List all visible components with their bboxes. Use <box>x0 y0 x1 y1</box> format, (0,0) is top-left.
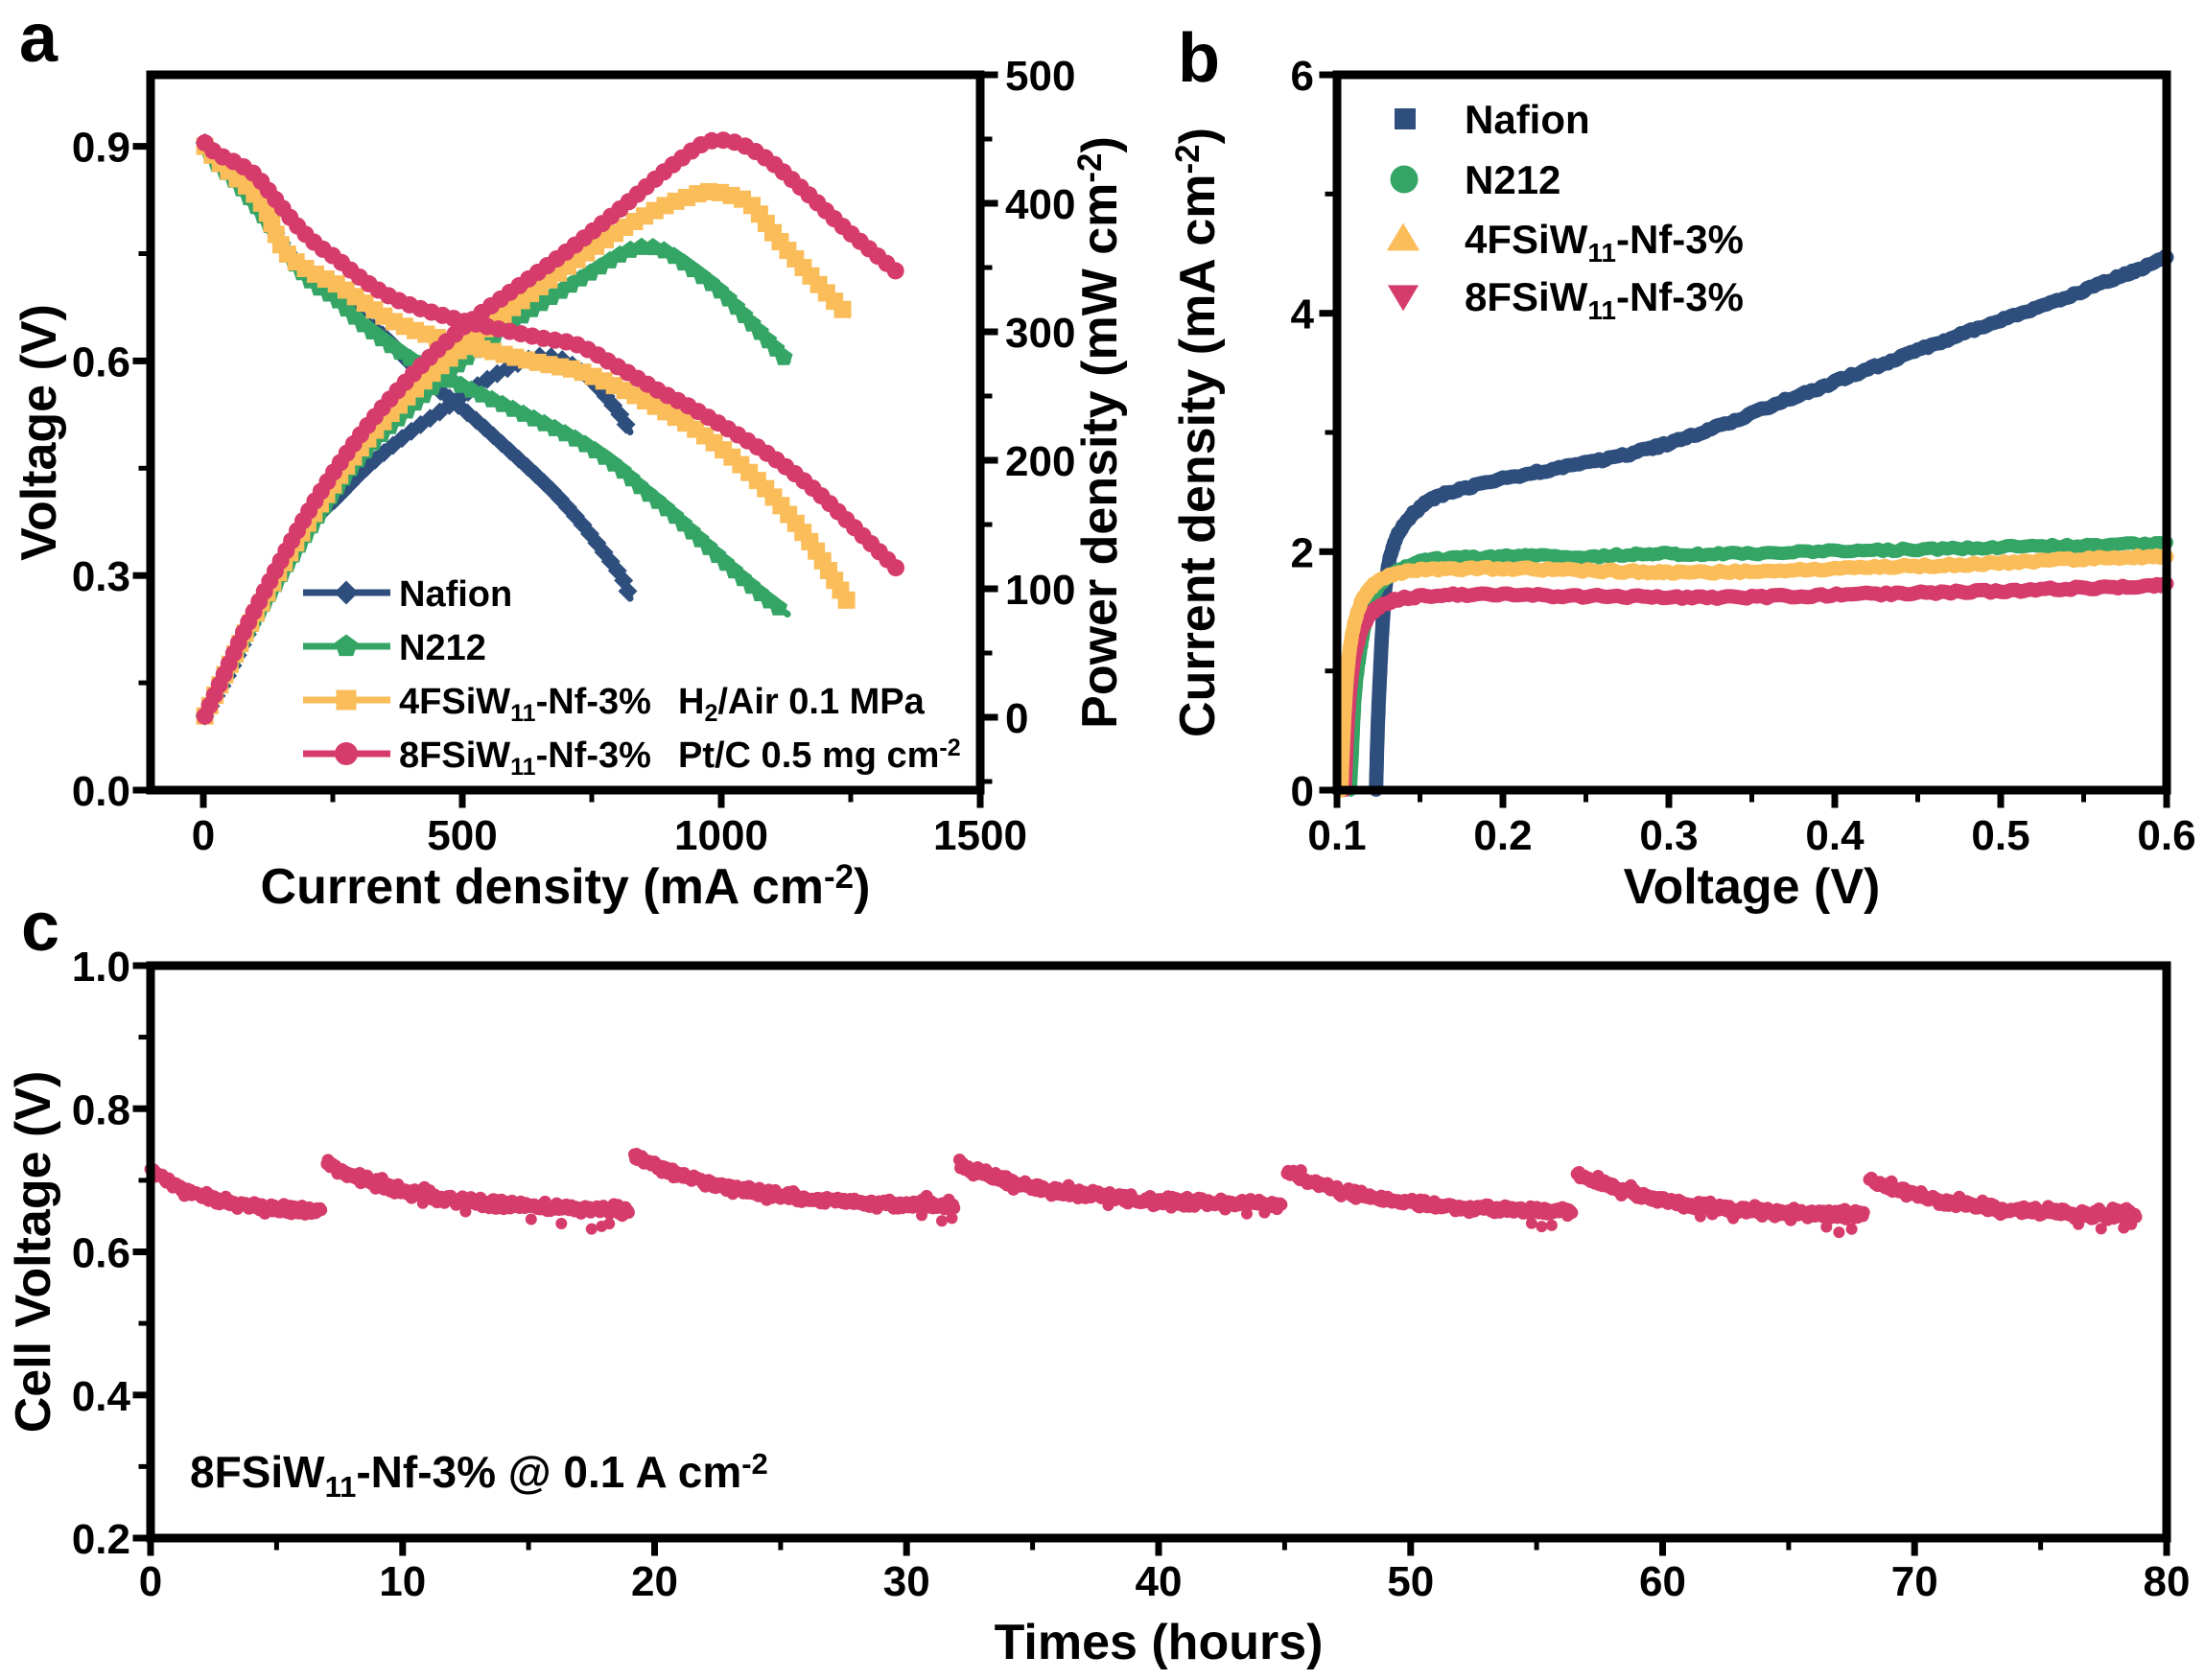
svg-text:300: 300 <box>1005 310 1075 357</box>
svg-text:60: 60 <box>1639 1558 1686 1605</box>
svg-text:0.4: 0.4 <box>1805 812 1865 859</box>
svg-text:N212: N212 <box>399 628 486 668</box>
svg-text:50: 50 <box>1387 1558 1434 1605</box>
svg-text:N212: N212 <box>1465 157 1560 202</box>
svg-text:Cell Voltage (V): Cell Voltage (V) <box>6 1071 61 1434</box>
svg-text:200: 200 <box>1005 438 1075 485</box>
svg-text:40: 40 <box>1136 1558 1183 1605</box>
svg-text:0: 0 <box>1005 695 1028 742</box>
svg-text:Current density (mA cm-2): Current density (mA cm-2) <box>261 858 871 915</box>
svg-text:0.0: 0.0 <box>72 768 130 815</box>
svg-text:Voltage (V): Voltage (V) <box>1624 859 1881 915</box>
svg-text:4: 4 <box>1291 292 1315 338</box>
svg-text:8FSiW11-Nf-3% @ 0.1 A cm-2: 8FSiW11-Nf-3% @ 0.1 A cm-2 <box>190 1447 768 1504</box>
svg-text:4FSiW11-Nf-3%: 4FSiW11-Nf-3% <box>1465 217 1744 268</box>
svg-text:Voltage (V): Voltage (V) <box>12 304 67 561</box>
svg-text:Pt/C 0.5 mg cm-2: Pt/C 0.5 mg cm-2 <box>678 735 961 776</box>
svg-text:2: 2 <box>1291 529 1314 576</box>
svg-text:0.9: 0.9 <box>72 125 130 172</box>
svg-text:0.3: 0.3 <box>1639 812 1698 859</box>
svg-text:30: 30 <box>883 1558 930 1605</box>
svg-text:Power density (mW cm-2): Power density (mW cm-2) <box>1071 136 1128 729</box>
svg-text:0.8: 0.8 <box>72 1086 130 1133</box>
svg-text:0.5: 0.5 <box>1971 812 2029 859</box>
svg-text:0.3: 0.3 <box>72 553 130 600</box>
svg-text:100: 100 <box>1005 567 1075 614</box>
svg-text:10: 10 <box>379 1558 426 1605</box>
svg-text:c: c <box>21 889 59 966</box>
svg-text:0.6: 0.6 <box>2137 812 2195 859</box>
svg-text:0.1: 0.1 <box>1307 812 1366 859</box>
svg-text:Nafion: Nafion <box>399 574 512 615</box>
svg-text:b: b <box>1178 20 1220 97</box>
svg-text:400: 400 <box>1005 181 1075 228</box>
svg-text:0.2: 0.2 <box>1473 812 1532 859</box>
svg-text:0.6: 0.6 <box>72 1230 130 1277</box>
svg-text:H2/Air 0.1 MPa: H2/Air 0.1 MPa <box>678 682 926 727</box>
svg-text:70: 70 <box>1891 1558 1938 1605</box>
svg-text:1000: 1000 <box>674 812 768 859</box>
svg-text:1500: 1500 <box>933 812 1027 859</box>
svg-text:a: a <box>19 0 59 77</box>
svg-text:500: 500 <box>1005 53 1075 100</box>
svg-text:6: 6 <box>1291 53 1314 100</box>
svg-text:Times (hours): Times (hours) <box>995 1615 1324 1670</box>
svg-text:500: 500 <box>427 812 497 859</box>
svg-text:0.6: 0.6 <box>72 338 130 385</box>
svg-text:Nafion: Nafion <box>1465 97 1590 142</box>
svg-text:Current density (mA cm-2): Current density (mA cm-2) <box>1169 128 1226 737</box>
svg-text:0: 0 <box>1291 768 1314 815</box>
svg-text:0.2: 0.2 <box>72 1516 130 1563</box>
svg-text:0.4: 0.4 <box>72 1373 131 1420</box>
svg-text:80: 80 <box>2144 1558 2191 1605</box>
svg-text:0: 0 <box>192 812 215 859</box>
svg-text:0: 0 <box>139 1558 162 1605</box>
svg-text:20: 20 <box>631 1558 678 1605</box>
svg-text:1.0: 1.0 <box>72 944 130 991</box>
